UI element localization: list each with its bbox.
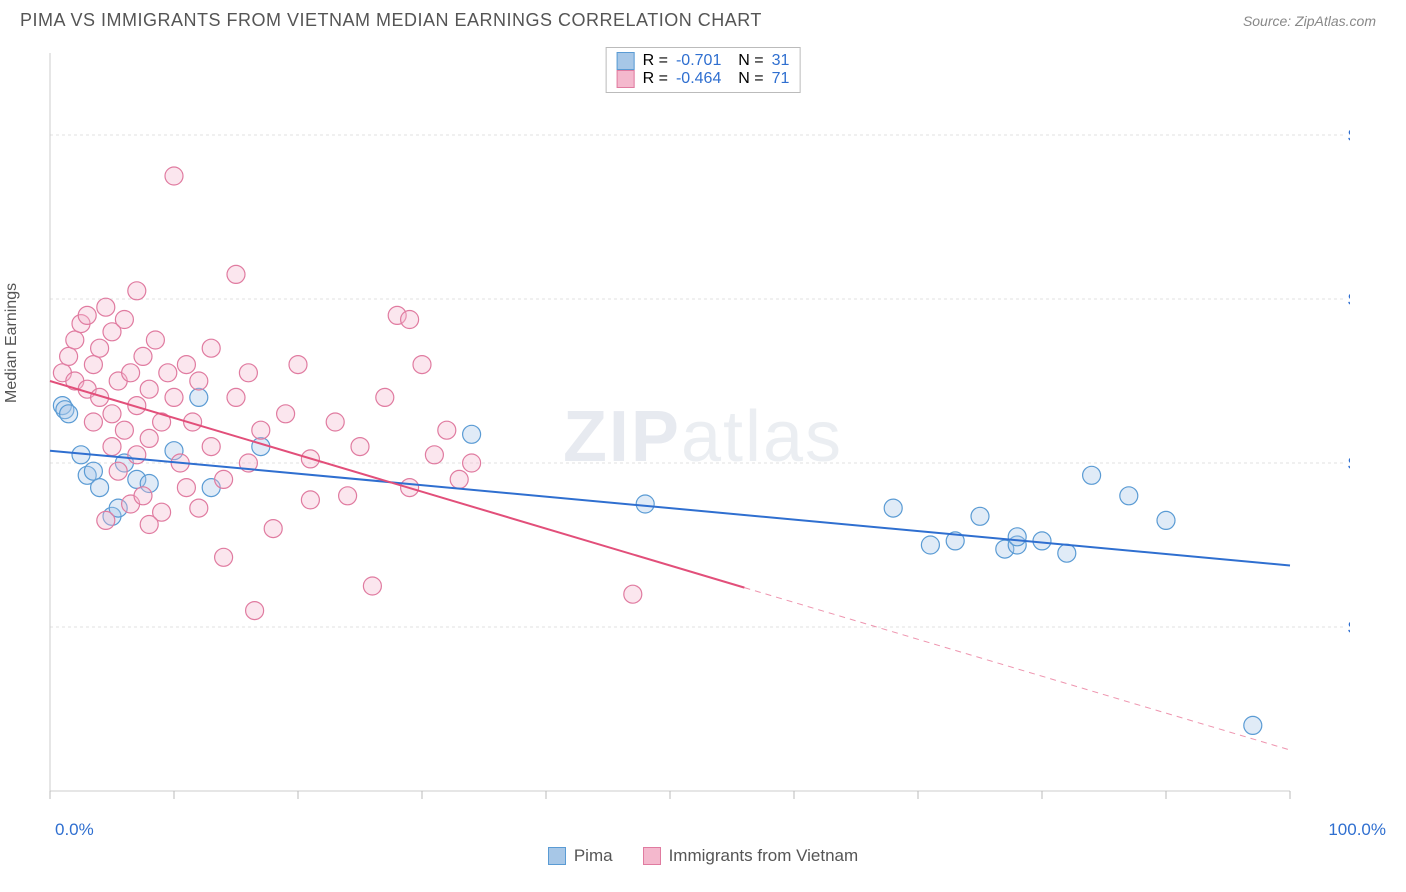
data-point: [84, 413, 102, 431]
legend-row: R = -0.701 N = 31: [617, 52, 790, 70]
data-point: [190, 372, 208, 390]
data-point: [636, 495, 654, 513]
data-point: [84, 462, 102, 480]
data-point: [202, 438, 220, 456]
data-point: [109, 462, 127, 480]
data-point: [301, 491, 319, 509]
data-point: [624, 585, 642, 603]
scatter-chart: $20,000 $40,000 $60,000 $80,000: [20, 41, 1350, 811]
data-point: [971, 507, 989, 525]
x-min-label: 0.0%: [55, 820, 94, 840]
legend-swatch: [617, 70, 635, 88]
data-point: [1033, 532, 1051, 550]
data-point: [97, 298, 115, 316]
data-point: [1244, 716, 1262, 734]
series-legend: Pima Immigrants from Vietnam: [20, 846, 1386, 866]
data-point: [351, 438, 369, 456]
data-point: [339, 487, 357, 505]
legend-row: R = -0.464 N = 71: [617, 70, 790, 88]
data-point: [159, 364, 177, 382]
data-point: [66, 331, 84, 349]
source-label: Source: ZipAtlas.com: [1243, 13, 1376, 29]
data-point: [438, 421, 456, 439]
data-point: [413, 356, 431, 374]
data-point: [115, 311, 133, 329]
data-point: [146, 331, 164, 349]
data-point: [450, 470, 468, 488]
data-point: [921, 536, 939, 554]
data-point: [140, 516, 158, 534]
data-point: [1083, 466, 1101, 484]
data-point: [252, 421, 270, 439]
data-point: [122, 364, 140, 382]
data-point: [103, 405, 121, 423]
data-point: [401, 311, 419, 329]
data-point: [134, 347, 152, 365]
data-point: [165, 167, 183, 185]
legend-item: Pima: [548, 846, 613, 866]
data-point: [425, 446, 443, 464]
data-point: [91, 339, 109, 357]
legend-item: Immigrants from Vietnam: [643, 846, 859, 866]
correlation-legend: R = -0.701 N = 31R = -0.464 N = 71: [606, 47, 801, 93]
data-point: [202, 339, 220, 357]
data-point: [227, 265, 245, 283]
chart-title: PIMA VS IMMIGRANTS FROM VIETNAM MEDIAN E…: [20, 10, 762, 31]
data-point: [1157, 511, 1175, 529]
data-point: [97, 511, 115, 529]
data-point: [177, 479, 195, 497]
legend-swatch: [617, 52, 635, 70]
data-point: [60, 347, 78, 365]
data-point: [215, 470, 233, 488]
y-tick-label: $60,000: [1348, 290, 1350, 309]
y-axis-label: Median Earnings: [3, 282, 21, 402]
data-point: [165, 388, 183, 406]
legend-swatch: [643, 847, 661, 865]
data-point: [134, 487, 152, 505]
data-point: [239, 364, 257, 382]
y-tick-label: $40,000: [1348, 454, 1350, 473]
data-point: [115, 421, 133, 439]
data-point: [884, 499, 902, 517]
x-max-label: 100.0%: [1328, 820, 1386, 840]
y-tick-label: $20,000: [1348, 618, 1350, 637]
data-point: [227, 388, 245, 406]
x-axis-labels: 0.0% 100.0%: [20, 816, 1386, 840]
data-point: [103, 438, 121, 456]
legend-swatch: [548, 847, 566, 865]
data-point: [264, 520, 282, 538]
data-point: [326, 413, 344, 431]
data-point: [1008, 528, 1026, 546]
data-point: [190, 499, 208, 517]
data-point: [128, 282, 146, 300]
data-point: [128, 446, 146, 464]
data-point: [277, 405, 295, 423]
data-point: [463, 454, 481, 472]
data-point: [140, 380, 158, 398]
data-point: [246, 602, 264, 620]
data-point: [91, 479, 109, 497]
data-point: [78, 306, 96, 324]
data-point: [289, 356, 307, 374]
data-point: [60, 405, 78, 423]
chart-container: Median Earnings R = -0.701 N = 31R = -0.…: [20, 41, 1386, 866]
data-point: [215, 548, 233, 566]
data-point: [140, 429, 158, 447]
trend-line: [50, 451, 1290, 566]
data-point: [84, 356, 102, 374]
data-point: [1058, 544, 1076, 562]
data-point: [177, 356, 195, 374]
data-point: [363, 577, 381, 595]
data-point: [190, 388, 208, 406]
data-point: [376, 388, 394, 406]
data-point: [1120, 487, 1138, 505]
trend-line-dashed: [744, 588, 1290, 750]
data-point: [463, 425, 481, 443]
y-tick-label: $80,000: [1348, 126, 1350, 145]
